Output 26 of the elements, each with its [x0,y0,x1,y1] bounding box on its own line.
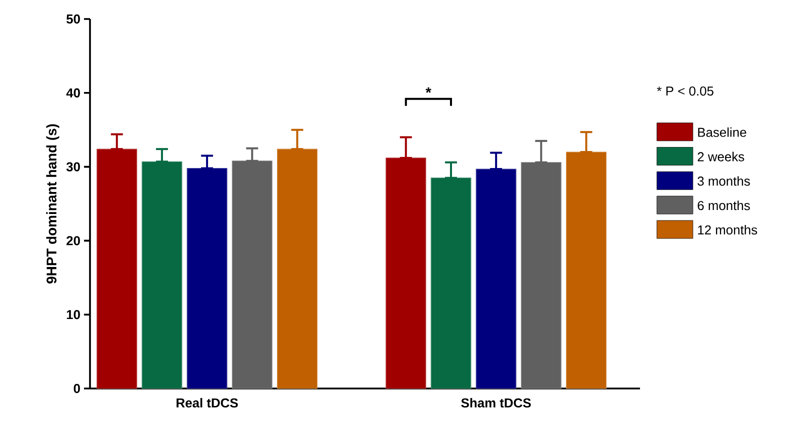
y-tick-label: 30 [66,162,80,172]
bar [96,148,138,389]
bar [232,160,272,389]
y-tick-label: 10 [66,310,80,320]
x-tick-label: Real tDCS [176,398,238,408]
y-axis-title: 9HPT dominant hand (s) [46,124,60,284]
bar [566,152,606,389]
x-tick-label: Sham tDCS [461,398,531,408]
legend-label: 6 months [698,200,750,210]
y-tick-label: 40 [66,88,80,98]
y-tick-label: 20 [66,236,80,246]
bar [430,178,472,389]
y-tick-label: 50 [66,14,80,24]
legend-label: Baseline [698,127,746,137]
text: * P < 0.05 [656,86,714,96]
annotation: * [426,87,432,93]
legend-label: 2 weeks [698,152,744,162]
y-tick-label: 0 [74,384,80,394]
legend-label: 12 months [698,225,758,235]
bar [520,162,562,389]
legend-label: 3 months [698,176,750,186]
bar [276,148,318,389]
bar [476,168,516,389]
bar [386,158,426,389]
bar [186,168,228,389]
bar [142,161,182,389]
